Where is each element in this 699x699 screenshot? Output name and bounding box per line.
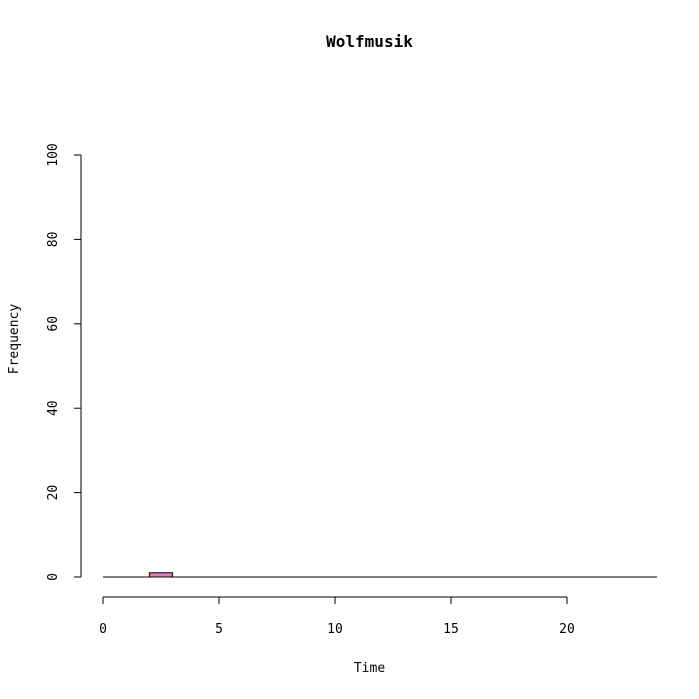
x-tick-label: 20 [559,622,575,637]
x-axis-label: Time [354,661,385,676]
bars-layer [148,572,174,578]
y-axis: 0 20 40 60 80 100 [46,143,82,581]
y-tick-label: 60 [46,316,61,332]
chart-title: Wolfmusik [326,32,413,51]
x-tick-label: 5 [215,622,223,637]
x-tick-label: 10 [327,622,343,637]
y-tick-label: 40 [46,400,61,416]
histogram-bar [148,572,174,578]
x-tick-label: 0 [99,622,107,637]
y-tick-label: 0 [46,573,61,581]
y-tick-label: 100 [46,143,61,166]
y-tick-label: 20 [46,485,61,501]
x-tick-label: 15 [443,622,459,637]
y-tick-label: 80 [46,232,61,248]
y-axis-label: Frequency [7,304,22,375]
x-axis: 0 5 10 15 20 [99,596,575,637]
